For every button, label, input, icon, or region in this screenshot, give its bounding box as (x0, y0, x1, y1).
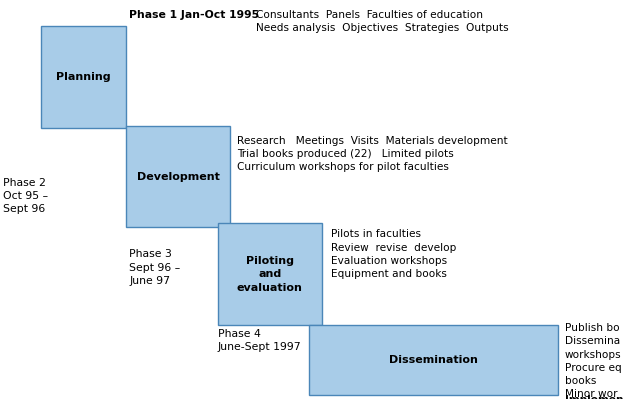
Text: Phase 1 Jan-Oct 1995: Phase 1 Jan-Oct 1995 (129, 10, 259, 20)
Text: Phase 3
Sept 96 –
June 97: Phase 3 Sept 96 – June 97 (129, 249, 180, 286)
Bar (218, 223, 322, 325)
Text: Implemen: Implemen (565, 395, 623, 399)
Text: Piloting
and
evaluation: Piloting and evaluation (237, 256, 303, 292)
Text: Planning: Planning (56, 72, 111, 82)
Text: Development: Development (137, 172, 220, 182)
Text: Consultants  Panels  Faculties of education
Needs analysis  Objectives  Strategi: Consultants Panels Faculties of educatio… (256, 10, 508, 33)
Bar (309, 325, 558, 395)
Text: Phase 2
Oct 95 –
Sept 96: Phase 2 Oct 95 – Sept 96 (3, 178, 49, 214)
Text: Dissemination: Dissemination (389, 355, 478, 365)
Bar (126, 126, 230, 227)
Text: Phase 4
June-Sept 1997: Phase 4 June-Sept 1997 (218, 329, 302, 352)
Text: Publish bo
Dissemina
workshops
Procure eq
books
Minor wor: Publish bo Dissemina workshops Procure e… (565, 323, 622, 399)
Text: Research   Meetings  Visits  Materials development
Trial books produced (22)   L: Research Meetings Visits Materials devel… (237, 136, 507, 172)
Bar (41, 26, 126, 128)
Text: Pilots in faculties
Review  revise  develop
Evaluation workshops
Equipment and b: Pilots in faculties Review revise develo… (331, 229, 457, 279)
